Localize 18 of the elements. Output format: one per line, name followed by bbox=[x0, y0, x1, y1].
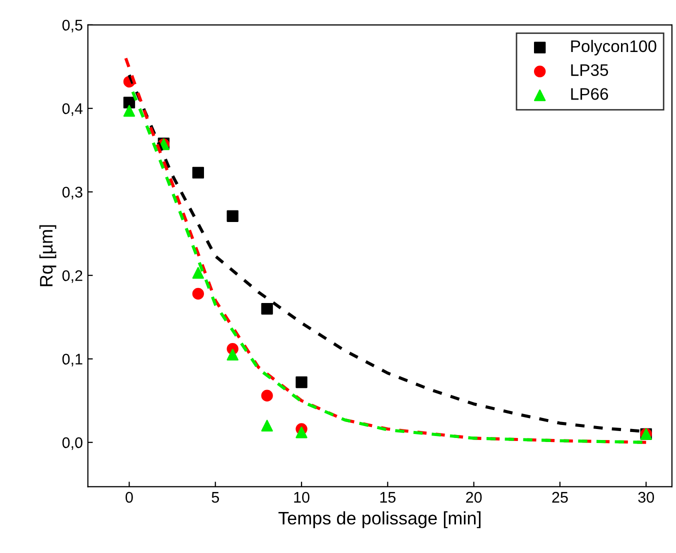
y-tick-label: 0,4 bbox=[62, 103, 83, 116]
y-tick-label: 0,0 bbox=[62, 437, 82, 450]
x-tick-label: 15 bbox=[380, 492, 396, 503]
x-tick-label: 25 bbox=[552, 492, 568, 503]
y-axis-title: Rq [µm] bbox=[39, 225, 56, 286]
x-axis-title: Temps de polissage [min] bbox=[278, 511, 480, 528]
legend-label: LP35 bbox=[571, 64, 608, 76]
y-tick-label: 0,5 bbox=[62, 20, 82, 32]
x-tick-label: 5 bbox=[212, 492, 219, 503]
y-tick-label: 0,1 bbox=[62, 354, 82, 366]
legend-label: Polycon100 bbox=[571, 40, 656, 56]
x-tick-label: 0 bbox=[126, 492, 133, 503]
y-tick-label: 0,3 bbox=[62, 186, 82, 200]
x-tick-label: 20 bbox=[466, 492, 482, 503]
legend-label: LP66 bbox=[571, 88, 608, 100]
y-tick-label: 0,2 bbox=[62, 270, 82, 283]
x-tick-label: 10 bbox=[294, 492, 310, 503]
x-tick-label: 30 bbox=[638, 492, 654, 503]
